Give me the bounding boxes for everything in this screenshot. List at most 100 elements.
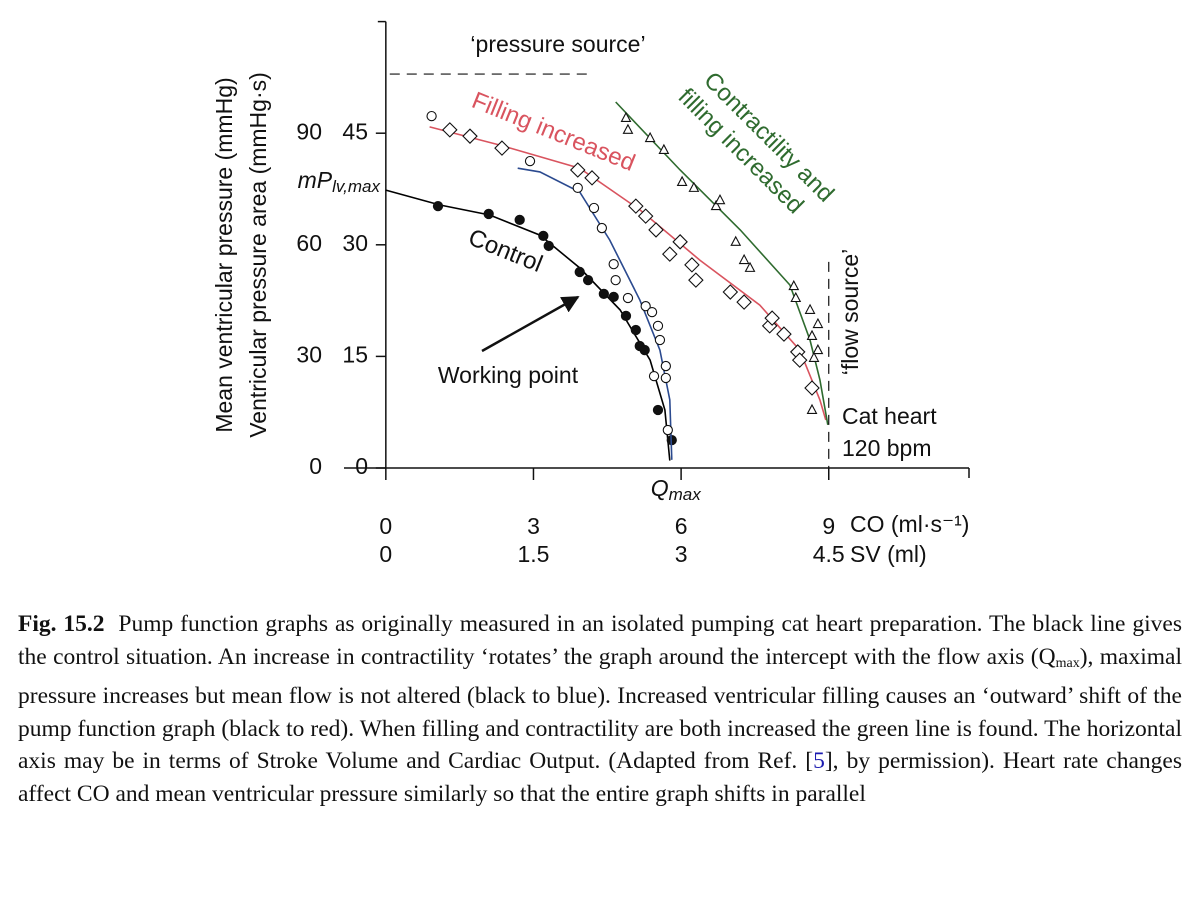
point	[483, 208, 494, 220]
point	[426, 110, 437, 122]
caption-ref[interactable]: 5	[813, 748, 825, 774]
point	[688, 272, 704, 288]
y-tick-label: 60	[296, 230, 322, 256]
point	[806, 329, 818, 340]
point	[791, 352, 808, 368]
x2-tick-label: 0	[379, 541, 392, 567]
point	[610, 274, 621, 286]
x-axis-label: CO (ml·s⁻¹)	[850, 511, 969, 537]
point	[572, 182, 583, 194]
working-point-label: Working point	[438, 362, 579, 388]
point	[730, 235, 742, 246]
y2-tick-label: 0	[355, 453, 368, 479]
caption-label: Fig. 15.2	[18, 611, 105, 637]
qmax-sub: max	[669, 485, 702, 504]
x-tick-label: 3	[527, 513, 540, 539]
point	[538, 230, 549, 242]
note-label: Cat heart	[842, 403, 937, 429]
point	[442, 122, 458, 138]
point	[710, 199, 722, 211]
x-tick-label: 9	[822, 513, 835, 539]
x2-tick-label: 3	[675, 541, 688, 567]
point	[584, 170, 600, 186]
point	[648, 222, 664, 238]
qmax-label: Qmax	[651, 475, 702, 504]
point	[652, 320, 664, 332]
series-line	[615, 101, 829, 425]
point	[608, 291, 619, 303]
point	[736, 294, 752, 310]
point	[788, 279, 800, 291]
x-tick-label: 6	[675, 513, 688, 539]
note-label: 120 bpm	[842, 435, 932, 461]
point	[662, 424, 673, 436]
x-tick-label: 0	[379, 513, 392, 539]
qmax-main: Q	[651, 475, 669, 501]
y2-tick-label: 30	[342, 230, 368, 256]
point	[808, 351, 820, 362]
x2-axis-label: SV (ml)	[850, 541, 927, 567]
point	[744, 261, 756, 272]
x2-tick-label: 1.5	[517, 541, 549, 567]
point	[804, 303, 816, 314]
point	[620, 310, 632, 322]
pmax-main: mP	[298, 167, 333, 193]
point	[790, 291, 802, 303]
caption-text: ], by permission). Heart rate changes af…	[18, 748, 1182, 807]
point	[722, 284, 739, 300]
point	[432, 200, 444, 212]
y2-tick-label: 45	[342, 118, 368, 144]
point	[462, 128, 478, 144]
point	[639, 344, 650, 356]
flow-source-label: ‘flow source’	[837, 249, 863, 376]
y2-axis-label: Ventricular pressure area (mmHg·s)	[245, 72, 271, 438]
caption-text: ), maximal pressure increases but mean f…	[18, 643, 1182, 775]
point	[630, 324, 641, 336]
point	[596, 222, 608, 234]
point	[514, 214, 525, 226]
y-axis-label: Mean ventricular pressure (mmHg)	[211, 77, 237, 432]
point	[684, 257, 700, 273]
series-line	[517, 167, 673, 460]
point	[569, 162, 586, 178]
point	[658, 143, 670, 154]
point	[637, 208, 654, 224]
point	[806, 403, 818, 415]
pmax-sub: lv,max	[332, 178, 380, 197]
point	[598, 288, 609, 300]
point	[738, 253, 750, 265]
point	[662, 246, 678, 262]
point	[620, 111, 632, 122]
point	[652, 404, 664, 416]
point	[654, 334, 666, 346]
point	[640, 301, 651, 312]
point	[622, 123, 634, 134]
working-point-arrow	[481, 295, 580, 353]
caption-text: Pump function graphs as originally measu…	[18, 611, 1182, 670]
point	[776, 326, 792, 342]
point	[622, 292, 634, 304]
point	[582, 274, 594, 286]
point	[644, 131, 656, 143]
point	[588, 202, 600, 214]
point	[608, 258, 619, 270]
point	[628, 198, 644, 214]
point	[543, 240, 554, 252]
caption: Fig. 15.2 Pump function graphs as origin…	[18, 608, 1182, 810]
pressure-source-label: ‘pressure source’	[470, 31, 645, 57]
point	[714, 193, 726, 205]
point	[812, 343, 824, 355]
point	[574, 266, 585, 278]
point	[524, 155, 536, 167]
point	[672, 234, 688, 250]
point	[660, 360, 672, 372]
x2-tick-label: 4.5	[813, 541, 845, 567]
point	[764, 310, 780, 326]
point	[646, 306, 658, 318]
y-tick-label: 0	[309, 453, 322, 479]
caption-sub: max	[1055, 655, 1080, 671]
point	[494, 140, 510, 156]
y2-tick-label: 15	[342, 341, 368, 367]
